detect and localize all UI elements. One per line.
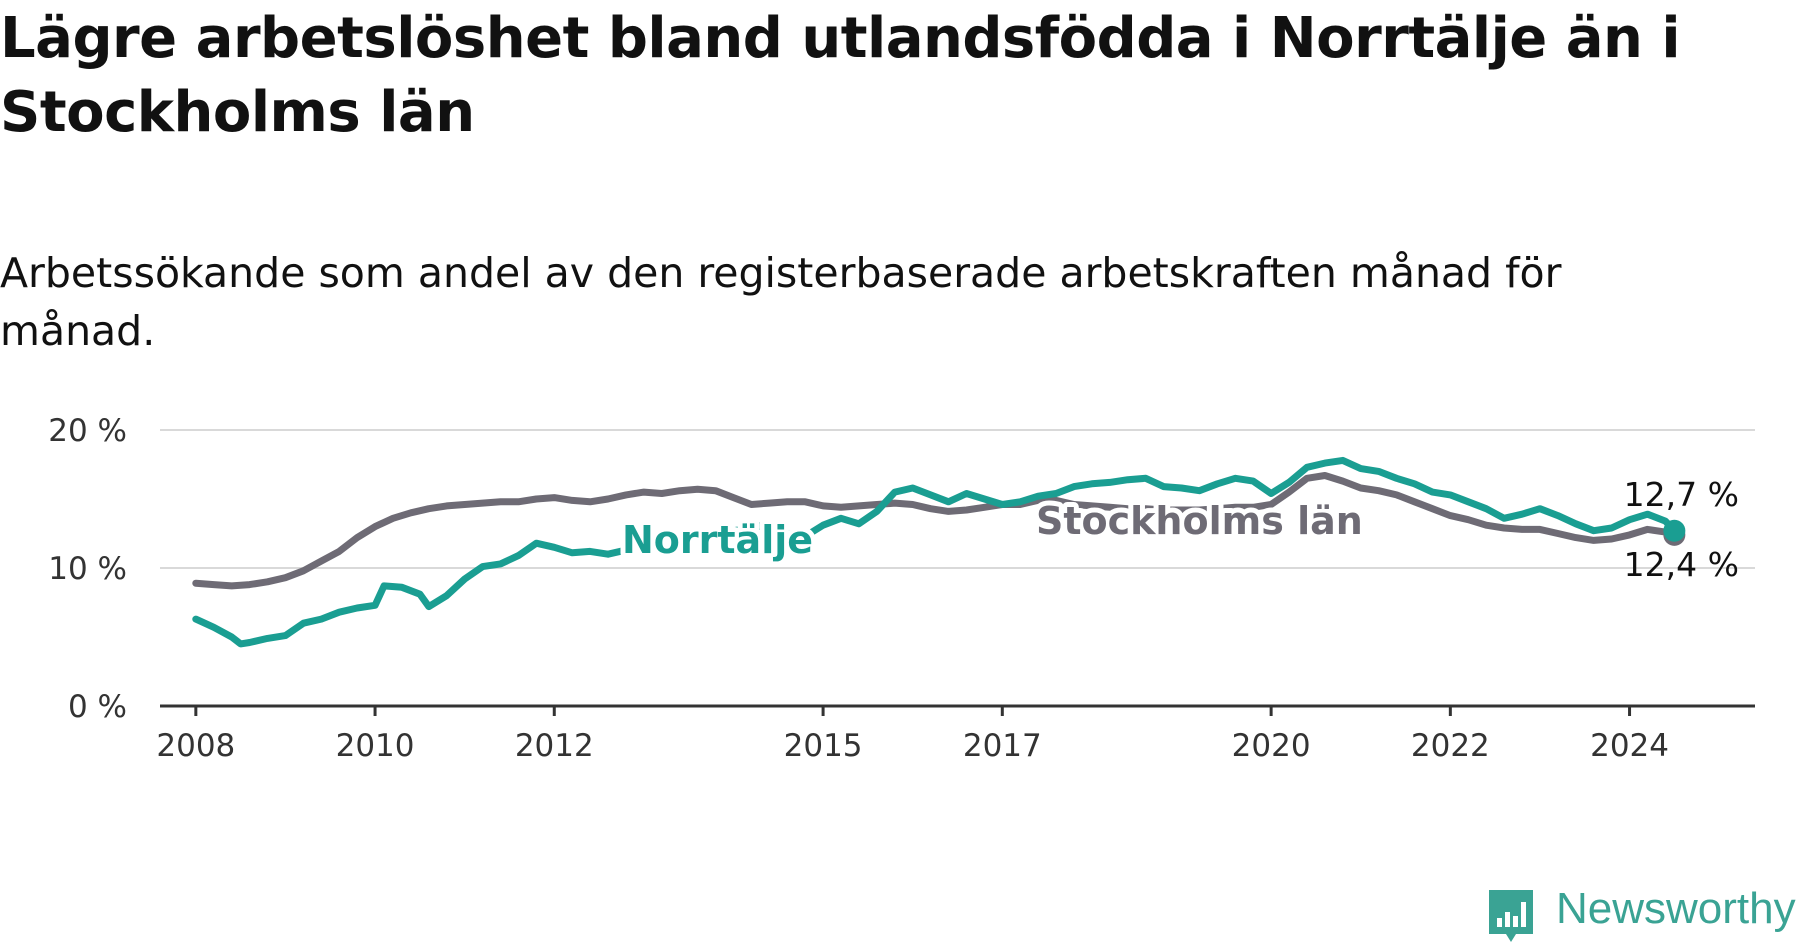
x-tick-label: 2020 bbox=[1232, 728, 1311, 764]
x-tick-label: 2010 bbox=[336, 728, 415, 764]
series-line-stockholms-l-n bbox=[192, 472, 1678, 590]
series-name-label: Stockholms län bbox=[1036, 499, 1363, 543]
series-line-norrt-lje bbox=[192, 456, 1678, 648]
x-tick-label: 2017 bbox=[963, 728, 1042, 764]
chart-subtitle: Arbetssökande som andel av den registerb… bbox=[0, 249, 1562, 355]
y-tick-label: 20 % bbox=[48, 413, 127, 449]
series-labels: 12,4 % 12,7 % Norrtälje Stockholms län bbox=[617, 475, 1739, 584]
x-tick-label: 2012 bbox=[515, 728, 594, 764]
x-tick-label: 2024 bbox=[1590, 728, 1669, 764]
series-name-label: Norrtälje bbox=[622, 518, 813, 562]
y-tick-label: 10 % bbox=[48, 551, 127, 587]
x-tick-label: 2008 bbox=[156, 728, 235, 764]
chart-title: Lägre arbetslöshet bland utlandsfödda i … bbox=[0, 6, 1681, 145]
y-tick-label: 0 % bbox=[68, 689, 127, 725]
brand-name: Newsworthy bbox=[1556, 884, 1796, 933]
x-tick-label: 2022 bbox=[1411, 728, 1490, 764]
series-lines bbox=[192, 456, 1686, 648]
end-value-label: 12,7 % bbox=[1624, 475, 1739, 514]
x-tick-label: 2015 bbox=[784, 728, 863, 764]
end-value-label: 12,4 % bbox=[1624, 545, 1739, 584]
end-dot-norrt-lje bbox=[1663, 519, 1686, 542]
axes: 0 % 10 % 20 % 2008 2010 2012 2015 2017 2020 2022 2… bbox=[48, 413, 1755, 764]
newsworthy-logo-icon bbox=[1489, 890, 1533, 942]
gridlines bbox=[160, 429, 1755, 569]
